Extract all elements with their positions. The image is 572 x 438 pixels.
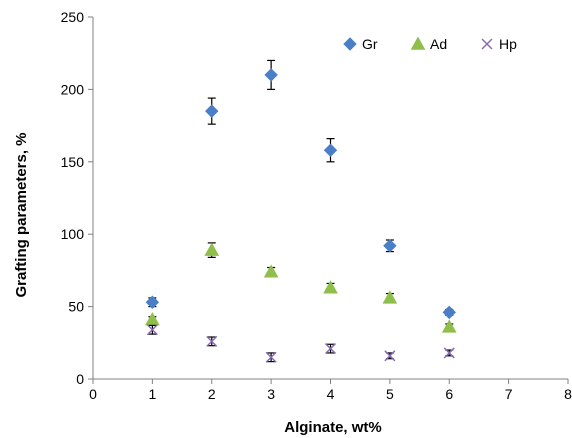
data-point-hp <box>146 324 158 336</box>
data-point-gr <box>442 305 456 320</box>
legend-item-ad: Ad <box>410 36 447 52</box>
plot-area <box>145 59 457 363</box>
data-point-gr <box>323 143 338 157</box>
x-marker-stroke <box>206 335 218 347</box>
x-marker-stroke <box>146 324 158 336</box>
data-point-gr <box>383 239 397 253</box>
data-point-ad <box>323 280 338 294</box>
y-axis-title: Grafting parameters, % <box>13 132 30 297</box>
legend-label-gr: Gr <box>362 36 378 52</box>
data-point-hp <box>265 351 277 363</box>
x-tick-label: 7 <box>505 386 513 402</box>
x-tick-label: 6 <box>445 386 453 402</box>
legend-label-hp: Hp <box>499 36 517 52</box>
x-tick-label: 1 <box>148 386 156 402</box>
data-point-ad <box>382 290 398 304</box>
y-tick-label: 250 <box>61 9 85 25</box>
x-marker-stroke <box>265 351 277 363</box>
series-gr <box>145 59 456 320</box>
data-point-gr <box>205 104 219 118</box>
x-tick-label: 4 <box>327 386 335 402</box>
x-axis-title: Alginate, wt% <box>284 419 382 436</box>
data-point-ad <box>204 242 220 256</box>
x-marker-stroke <box>481 38 493 50</box>
x-ticks: 0 1 2 3 4 5 6 7 8 <box>89 379 572 402</box>
legend-marker-ad <box>410 36 426 50</box>
data-point-gr <box>145 295 160 309</box>
x-marker-stroke <box>324 343 337 355</box>
series-ad <box>145 242 457 333</box>
x-tick-label: 8 <box>564 386 572 402</box>
data-point-hp <box>206 335 218 347</box>
y-tick-label: 200 <box>61 81 85 97</box>
legend-marker-hp <box>481 38 493 50</box>
y-tick-label: 150 <box>61 154 85 170</box>
legend-item-gr: Gr <box>343 36 378 52</box>
series-hp <box>146 324 455 363</box>
x-tick-label: 2 <box>208 386 216 402</box>
x-tick-label: 5 <box>386 386 394 402</box>
data-point-ad <box>145 312 160 326</box>
legend-item-hp: Hp <box>481 36 517 52</box>
data-point-hp <box>443 347 455 359</box>
data-point-ad <box>263 264 279 278</box>
legend: Gr Ad Hp <box>343 36 517 52</box>
x-tick-label: 0 <box>89 386 97 402</box>
data-point-hp <box>384 350 396 362</box>
x-marker-stroke <box>384 350 396 362</box>
x-marker-stroke <box>443 347 455 359</box>
x-tick-label: 3 <box>267 386 275 402</box>
axes: 0 50 100 150 200 250 0 1 2 3 4 5 6 7 8 <box>61 9 572 402</box>
y-ticks: 0 50 100 150 200 250 <box>61 9 93 387</box>
legend-label-ad: Ad <box>430 36 447 52</box>
data-point-hp <box>324 343 337 355</box>
y-tick-label: 0 <box>76 371 84 387</box>
y-tick-label: 50 <box>68 299 84 315</box>
y-tick-label: 100 <box>61 226 85 242</box>
data-point-gr <box>264 68 278 82</box>
legend-marker-gr <box>343 37 357 51</box>
data-point-ad <box>441 319 457 333</box>
